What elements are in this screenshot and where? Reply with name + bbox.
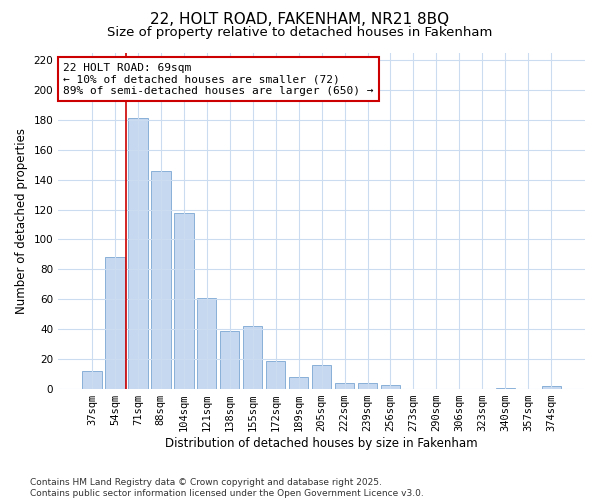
Bar (174, 212, 194, 389)
Bar (381, 384, 400, 389)
X-axis label: Distribution of detached houses by size in Fakenham: Distribution of detached houses by size … (165, 437, 478, 450)
Bar (128, 118, 148, 389)
Bar (197, 298, 217, 389)
Bar (151, 170, 170, 389)
Text: Contains HM Land Registry data © Crown copyright and database right 2025.
Contai: Contains HM Land Registry data © Crown c… (30, 478, 424, 498)
Text: 22 HOLT ROAD: 69sqm
← 10% of detached houses are smaller (72)
89% of semi-detach: 22 HOLT ROAD: 69sqm ← 10% of detached ho… (64, 62, 374, 96)
Bar (289, 377, 308, 389)
Bar (496, 388, 515, 389)
Bar (105, 258, 125, 389)
Bar (220, 330, 239, 389)
Bar (542, 386, 561, 389)
Bar (82, 371, 101, 389)
Y-axis label: Number of detached properties: Number of detached properties (15, 128, 28, 314)
Text: Size of property relative to detached houses in Fakenham: Size of property relative to detached ho… (107, 26, 493, 39)
Bar (335, 383, 355, 389)
Bar (266, 360, 286, 389)
Bar (243, 326, 262, 389)
Bar (358, 383, 377, 389)
Bar (312, 365, 331, 389)
Text: 22, HOLT ROAD, FAKENHAM, NR21 8BQ: 22, HOLT ROAD, FAKENHAM, NR21 8BQ (151, 12, 449, 28)
